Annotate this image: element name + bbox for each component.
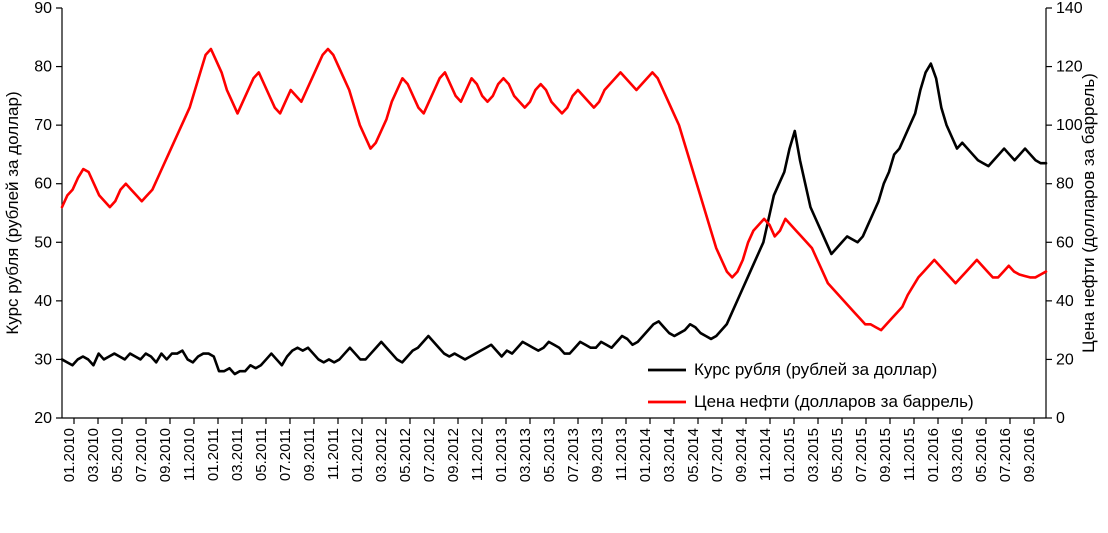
x-tick-label: 05.2016 [973, 428, 990, 482]
x-tick-label: 01.2012 [349, 428, 366, 482]
x-tick-label: 05.2015 [829, 428, 846, 482]
x-tick-label: 09.2015 [877, 428, 894, 482]
x-tick-label: 11.2010 [181, 428, 198, 481]
y-right-tick-label: 60 [1056, 234, 1074, 251]
x-tick-label: 05.2014 [685, 428, 702, 482]
x-tick-label: 01.2015 [781, 428, 798, 482]
x-tick-label: 11.2015 [901, 428, 918, 481]
y-axis-right-label: Цена нефти (долларов за баррель) [1079, 73, 1098, 353]
x-tick-label: 01.2016 [925, 428, 942, 482]
x-tick-label: 11.2012 [469, 428, 486, 481]
x-tick-label: 09.2010 [157, 428, 174, 482]
x-tick-label: 07.2016 [997, 428, 1014, 482]
legend-label: Цена нефти (долларов за баррель) [694, 392, 974, 411]
x-tick-label: 11.2014 [757, 428, 774, 481]
x-tick-label: 01.2010 [61, 428, 78, 482]
x-tick-label: 03.2010 [85, 428, 102, 482]
x-tick-label: 03.2015 [805, 428, 822, 482]
y-left-tick-label: 70 [34, 117, 52, 134]
x-tick-label: 09.2013 [589, 428, 606, 482]
y-left-tick-label: 30 [34, 351, 52, 368]
x-tick-label: 03.2014 [661, 428, 678, 482]
series-ruble_rate [62, 64, 1046, 374]
y-right-tick-label: 140 [1056, 0, 1083, 17]
legend-label: Курс рубля (рублей за доллар) [694, 360, 937, 379]
y-left-tick-label: 60 [34, 176, 52, 193]
y-right-tick-label: 80 [1056, 176, 1074, 193]
x-tick-label: 03.2013 [517, 428, 534, 482]
x-tick-label: 07.2011 [277, 428, 294, 481]
y-right-tick-label: 120 [1056, 59, 1083, 76]
x-tick-label: 05.2011 [253, 428, 270, 481]
x-tick-label: 05.2010 [109, 428, 126, 482]
y-left-tick-label: 20 [34, 410, 52, 427]
y-right-tick-label: 0 [1056, 410, 1065, 427]
x-tick-label: 09.2011 [301, 428, 318, 481]
x-tick-label: 11.2011 [325, 428, 342, 480]
x-tick-label: 07.2012 [421, 428, 438, 482]
x-tick-label: 01.2013 [493, 428, 510, 482]
dual-axis-line-chart: 203040506070809002040608010012014001.201… [0, 0, 1108, 533]
x-tick-label: 09.2012 [445, 428, 462, 482]
y-left-tick-label: 90 [34, 0, 52, 17]
series-oil_price [62, 49, 1046, 330]
y-left-tick-label: 40 [34, 293, 52, 310]
y-right-tick-label: 40 [1056, 293, 1074, 310]
x-tick-label: 03.2011 [229, 428, 246, 481]
y-left-tick-label: 50 [34, 234, 52, 251]
x-tick-label: 01.2014 [637, 428, 654, 482]
x-tick-label: 05.2013 [541, 428, 558, 482]
y-axis-left-label: Курс рубля (рублей за доллар) [3, 91, 22, 334]
x-tick-label: 07.2014 [709, 428, 726, 482]
x-tick-label: 01.2011 [205, 428, 222, 481]
x-tick-label: 09.2014 [733, 428, 750, 482]
y-right-tick-label: 20 [1056, 351, 1074, 368]
x-tick-label: 05.2012 [397, 428, 414, 482]
y-left-tick-label: 80 [34, 59, 52, 76]
x-tick-label: 07.2015 [853, 428, 870, 482]
x-tick-label: 09.2016 [1021, 428, 1038, 482]
x-tick-label: 03.2012 [373, 428, 390, 482]
x-tick-label: 07.2013 [565, 428, 582, 482]
x-tick-label: 11.2013 [613, 428, 630, 481]
x-tick-label: 03.2016 [949, 428, 966, 482]
x-tick-label: 07.2010 [133, 428, 150, 482]
